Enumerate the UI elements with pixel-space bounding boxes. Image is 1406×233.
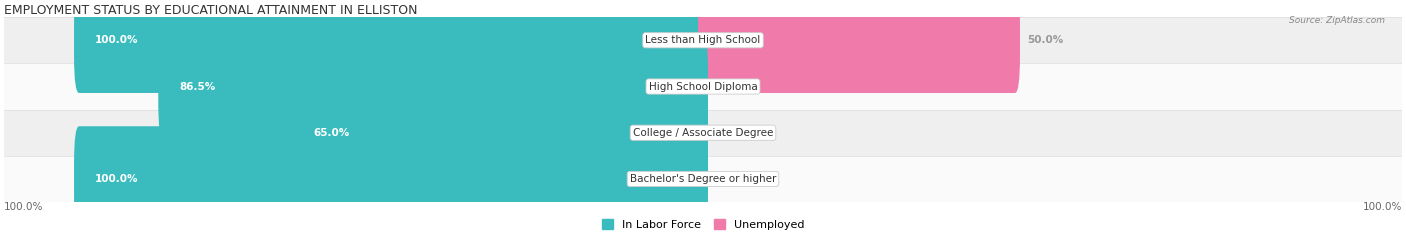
Text: 86.5%: 86.5%: [179, 82, 215, 92]
FancyBboxPatch shape: [697, 0, 1019, 93]
Text: 50.0%: 50.0%: [1028, 35, 1064, 45]
Bar: [4, 17, 1402, 63]
Text: Less than High School: Less than High School: [645, 35, 761, 45]
Text: 0.0%: 0.0%: [721, 128, 751, 138]
Text: 65.0%: 65.0%: [314, 128, 349, 138]
FancyBboxPatch shape: [159, 34, 709, 139]
FancyBboxPatch shape: [292, 80, 709, 185]
Text: Bachelor's Degree or higher: Bachelor's Degree or higher: [630, 174, 776, 184]
Bar: [4, 63, 1402, 110]
Bar: [4, 110, 1402, 156]
Text: 100.0%: 100.0%: [94, 174, 138, 184]
Text: EMPLOYMENT STATUS BY EDUCATIONAL ATTAINMENT IN ELLISTON: EMPLOYMENT STATUS BY EDUCATIONAL ATTAINM…: [4, 4, 418, 17]
Legend: In Labor Force, Unemployed: In Labor Force, Unemployed: [602, 219, 804, 230]
FancyBboxPatch shape: [75, 126, 709, 232]
Text: 100.0%: 100.0%: [1362, 202, 1402, 212]
Text: 100.0%: 100.0%: [94, 35, 138, 45]
Text: College / Associate Degree: College / Associate Degree: [633, 128, 773, 138]
Text: Source: ZipAtlas.com: Source: ZipAtlas.com: [1289, 16, 1385, 25]
Text: 0.0%: 0.0%: [721, 82, 751, 92]
Text: 100.0%: 100.0%: [4, 202, 44, 212]
Bar: [4, 156, 1402, 202]
Text: High School Diploma: High School Diploma: [648, 82, 758, 92]
FancyBboxPatch shape: [75, 0, 709, 93]
Text: 0.0%: 0.0%: [721, 174, 751, 184]
